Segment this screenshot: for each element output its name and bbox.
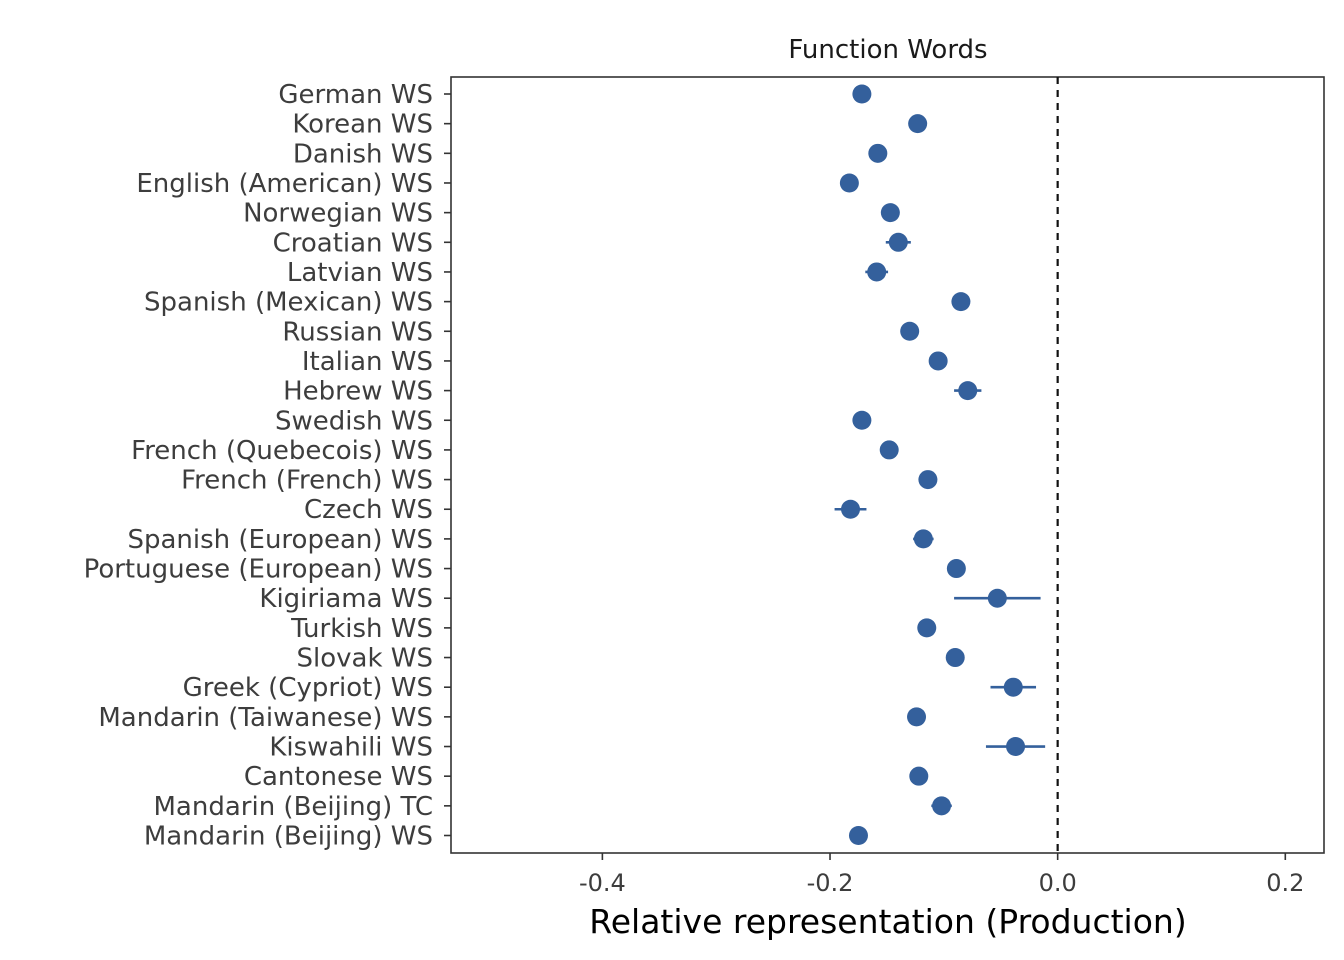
y-tick-label: Kiswahili WS [269, 733, 433, 763]
y-tick-label: French (Quebecois) WS [131, 436, 433, 466]
x-tick-label: 0.0 [1039, 869, 1077, 897]
y-tick-label: Greek (Cypriot) WS [183, 673, 433, 703]
y-tick-label: Mandarin (Beijing) WS [144, 822, 433, 852]
y-tick-label: Latvian WS [287, 258, 433, 288]
data-point [932, 796, 952, 816]
x-tick-label: -0.4 [579, 869, 626, 897]
data-point [917, 618, 937, 638]
y-tick-label: Croatian WS [273, 228, 433, 258]
data-point [987, 588, 1007, 608]
y-tick-label: Kigiriama WS [259, 584, 433, 614]
y-tick-label: Russian WS [282, 317, 433, 347]
data-point [867, 262, 887, 282]
y-tick-label: German WS [278, 80, 433, 110]
data-point [907, 707, 927, 727]
data-point [852, 84, 872, 104]
data-point [839, 173, 859, 193]
y-tick-label: Norwegian WS [243, 199, 433, 229]
y-tick-label: Cantonese WS [244, 762, 433, 792]
data-point [880, 203, 900, 223]
data-point [913, 529, 933, 549]
x-tick-label: 0.2 [1266, 869, 1304, 897]
data-point [918, 470, 938, 490]
data-point [945, 648, 965, 668]
data-point [909, 766, 929, 786]
data-point [841, 499, 861, 519]
y-tick-label: Danish WS [293, 139, 433, 169]
y-tick-label: Slovak WS [297, 644, 434, 674]
y-tick-label: English (American) WS [136, 169, 433, 199]
y-tick-label: Korean WS [292, 110, 433, 140]
facet-title: Function Words [788, 35, 987, 65]
data-point [951, 292, 971, 312]
data-point [958, 381, 978, 401]
data-point [1003, 677, 1023, 697]
y-tick-label: Spanish (Mexican) WS [144, 288, 433, 318]
data-point [908, 114, 928, 134]
data-point [928, 351, 948, 371]
data-point [946, 559, 966, 579]
data-point [848, 826, 868, 845]
panel-border [450, 76, 1325, 854]
y-tick-label: Mandarin (Beijing) TC [154, 792, 434, 822]
data-point [900, 321, 920, 341]
x-tick-label: -0.2 [807, 869, 854, 897]
y-tick-label: Hebrew WS [283, 377, 433, 407]
y-tick-label: French (French) WS [181, 466, 433, 496]
data-point [852, 410, 872, 430]
y-tick-label: Swedish WS [275, 406, 433, 436]
data-point [868, 143, 888, 163]
y-tick-label: Turkish WS [290, 614, 433, 644]
y-tick-label: Portuguese (European) WS [84, 555, 433, 585]
y-tick-label: Italian WS [302, 347, 433, 377]
data-point [888, 232, 908, 252]
y-tick-label: Spanish (European) WS [127, 525, 433, 555]
x-axis-title: Relative representation (Production) [589, 902, 1186, 941]
data-point [879, 440, 899, 460]
data-point [1006, 737, 1026, 757]
y-tick-label: Mandarin (Taiwanese) WS [98, 703, 433, 733]
y-tick-label: Czech WS [304, 495, 433, 525]
